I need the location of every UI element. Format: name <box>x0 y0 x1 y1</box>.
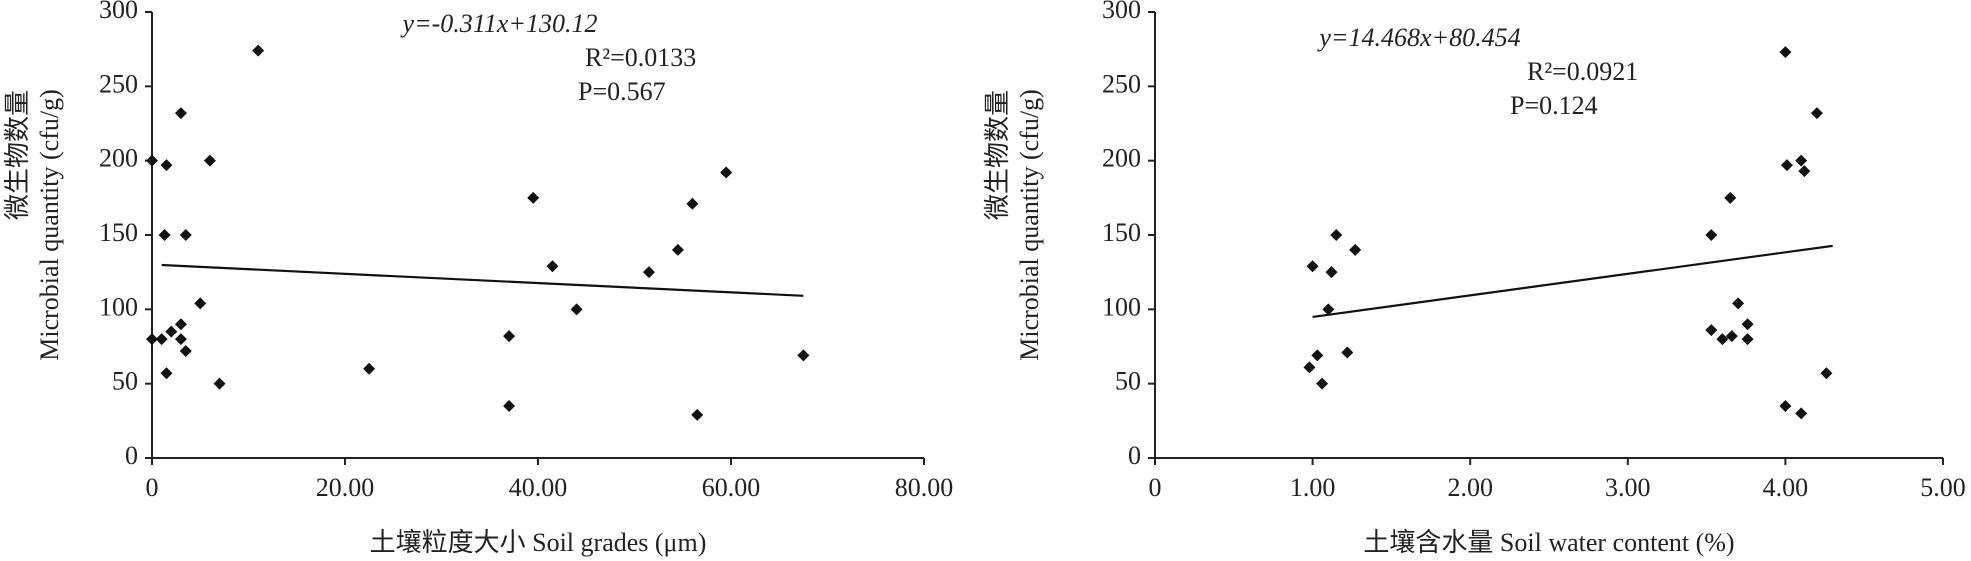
y-tick-label: 200 <box>99 144 138 173</box>
point <box>1349 243 1362 256</box>
point <box>1725 330 1738 343</box>
x-tick-label: 40.00 <box>509 473 568 502</box>
annotation: P=0.124 <box>1510 91 1598 120</box>
x-tick-label: 1.00 <box>1290 473 1336 502</box>
y-tick-label: 50 <box>112 367 138 396</box>
point <box>671 243 684 256</box>
point <box>797 349 810 362</box>
point <box>527 191 540 204</box>
point <box>1779 46 1792 59</box>
point <box>1325 266 1338 279</box>
point <box>174 318 187 331</box>
point <box>1741 318 1754 331</box>
point <box>1820 367 1833 380</box>
y-tick-label: 150 <box>99 218 138 247</box>
point <box>570 303 583 316</box>
x-tick-label: 5.00 <box>1920 473 1966 502</box>
point <box>155 333 168 346</box>
point <box>1306 260 1319 273</box>
y-tick-label: 300 <box>99 0 138 24</box>
point <box>146 333 158 346</box>
x-tick-label: 3.00 <box>1605 473 1651 502</box>
x-tick-label: 0 <box>1149 473 1162 502</box>
point <box>165 325 178 338</box>
point <box>146 154 158 167</box>
point <box>642 266 655 279</box>
trendline <box>1312 244 1833 319</box>
x-axis-label: 土壤含水量 Soil water content (%) <box>1363 528 1734 557</box>
point <box>179 344 192 357</box>
point <box>1779 399 1792 412</box>
point <box>1810 107 1823 120</box>
point <box>546 260 559 273</box>
y-tick-label: 100 <box>99 292 138 321</box>
y-axis-label: 微生物数量 <box>3 90 32 220</box>
point <box>1732 297 1745 310</box>
point <box>503 330 516 343</box>
point <box>179 229 192 241</box>
x-tick-label: 0 <box>146 473 159 502</box>
x-tick-label: 20.00 <box>316 473 375 502</box>
point <box>1316 377 1329 390</box>
y-axis-label: 微生物数量 <box>983 90 1012 220</box>
point <box>503 399 516 412</box>
annotation: R²=0.0133 <box>585 43 696 72</box>
point <box>1705 229 1718 241</box>
annotation: R²=0.0921 <box>1527 57 1638 86</box>
point <box>160 367 173 380</box>
point <box>1716 333 1729 346</box>
x-tick-label: 60.00 <box>702 473 761 502</box>
y-tick-label: 0 <box>125 441 138 470</box>
annotation: y=14.468x+80.454 <box>1316 23 1520 52</box>
point <box>1724 191 1737 204</box>
point <box>1795 154 1808 167</box>
point <box>686 197 699 210</box>
x-tick-label: 4.00 <box>1763 473 1809 502</box>
point <box>158 229 171 241</box>
point <box>252 44 265 57</box>
point <box>174 107 187 120</box>
annotation: y=-0.311x+130.12 <box>400 9 598 38</box>
point <box>363 362 376 375</box>
point <box>1322 303 1335 316</box>
y-tick-label: 250 <box>1102 69 1141 98</box>
y-axis-label: Microbial quantity (cfu/g) <box>35 89 64 360</box>
y-tick-label: 50 <box>1115 367 1141 396</box>
y-tick-label: 0 <box>1128 441 1141 470</box>
point <box>194 297 207 310</box>
point <box>213 377 226 390</box>
point <box>203 154 216 167</box>
point <box>1741 333 1754 346</box>
point <box>1303 361 1316 374</box>
point <box>691 408 704 421</box>
point <box>174 333 187 346</box>
y-tick-label: 200 <box>1102 144 1141 173</box>
point <box>1311 349 1324 362</box>
x-tick-label: 80.00 <box>895 473 954 502</box>
point <box>1780 159 1793 172</box>
x-axis-label: 土壤粒度大小 Soil grades (μm) <box>370 528 707 557</box>
point <box>1705 324 1718 337</box>
y-axis-label: Microbial quantity (cfu/g) <box>1015 89 1044 360</box>
y-tick-label: 300 <box>1102 0 1141 24</box>
point <box>1795 407 1808 420</box>
point <box>1798 165 1811 178</box>
y-tick-label: 100 <box>1102 292 1141 321</box>
point <box>720 166 733 179</box>
point <box>1341 346 1354 359</box>
annotation: P=0.567 <box>578 77 666 106</box>
y-tick-label: 150 <box>1102 218 1141 247</box>
point <box>1330 229 1343 241</box>
point <box>160 159 173 172</box>
trendline <box>161 263 804 297</box>
y-tick-label: 250 <box>99 69 138 98</box>
x-tick-label: 2.00 <box>1447 473 1493 502</box>
